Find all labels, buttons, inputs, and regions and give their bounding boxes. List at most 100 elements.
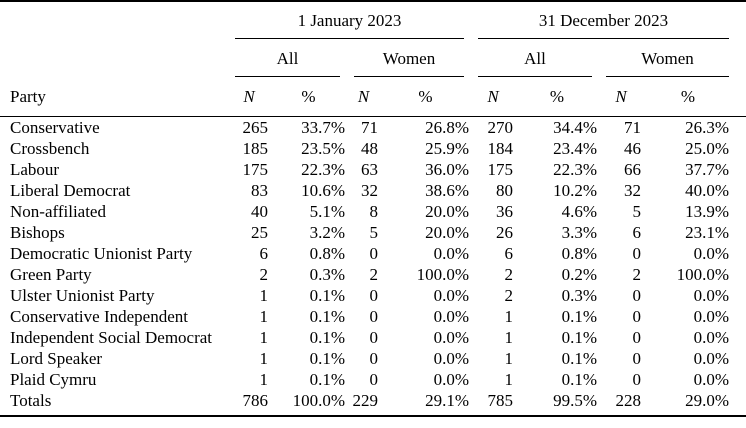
value-cell: 46 (624, 139, 641, 158)
value-cell: 185 (242, 139, 269, 158)
value-cell: 32 (361, 181, 378, 200)
value-cell: 20.0% (425, 223, 469, 242)
party-column-header: Party (0, 77, 228, 117)
value-cell: 0.1% (309, 370, 345, 389)
value-cell: 0.1% (561, 370, 597, 389)
value-cell: 265 (242, 118, 269, 137)
value-cell: 1 (504, 328, 514, 347)
party-cell: Independent Social Democrat (10, 328, 213, 347)
value-cell: 0.0% (693, 244, 730, 263)
value-cell: 0.0% (693, 370, 730, 389)
n-header-label: N (243, 86, 255, 106)
value-cell: 0 (632, 349, 642, 368)
value-cell: 0.1% (561, 328, 597, 347)
subgroup-dec-all: All (471, 39, 599, 77)
subgroup-row: All Women All Women (0, 39, 746, 77)
pct-column-header: % (643, 77, 746, 117)
value-cell: 0 (632, 370, 642, 389)
value-cell: 6 (259, 244, 269, 263)
table-row: Liberal Democrat 83 10.6% 32 38.6% 80 10… (0, 180, 746, 201)
value-cell: 8 (369, 202, 379, 221)
value-cell: 1 (504, 349, 514, 368)
value-cell: 184 (487, 139, 514, 158)
value-cell: 37.7% (685, 160, 730, 179)
value-cell: 0.1% (309, 307, 345, 326)
value-cell: 228 (615, 391, 642, 410)
table-row: Independent Social Democrat 1 0.1% 0 0.0… (0, 327, 746, 348)
value-cell: 786 (242, 391, 269, 410)
party-cell: Liberal Democrat (10, 181, 131, 200)
value-cell: 32 (624, 181, 641, 200)
party-cell: Crossbench (10, 139, 90, 158)
value-cell: 26.3% (685, 118, 730, 137)
table-row: Lord Speaker 1 0.1% 0 0.0% 1 0.1% 0 0.0% (0, 348, 746, 369)
value-cell: 0.0% (693, 349, 730, 368)
value-cell: 2 (632, 265, 642, 284)
n-header-label: N (357, 86, 370, 106)
value-cell: 48 (361, 139, 378, 158)
value-cell: 3.3% (561, 223, 597, 242)
table-row: Conservative Independent 1 0.1% 0 0.0% 1… (0, 306, 746, 327)
party-cell: Democratic Unionist Party (10, 244, 193, 263)
value-cell: 33.7% (301, 118, 345, 137)
value-cell: 71 (361, 118, 378, 137)
table-row: Ulster Unionist Party 1 0.1% 0 0.0% 2 0.… (0, 285, 746, 306)
table-row: Democratic Unionist Party 6 0.8% 0 0.0% … (0, 243, 746, 264)
value-cell: 0.0% (433, 370, 469, 389)
n-header-label: N (615, 86, 627, 106)
value-cell: 0.1% (561, 349, 597, 368)
table-row: Labour 175 22.3% 63 36.0% 175 22.3% 66 3… (0, 159, 746, 180)
value-cell: 1 (259, 349, 269, 368)
party-cell: Plaid Cymru (10, 370, 97, 389)
value-cell: 0 (369, 307, 379, 326)
subgroup-jan-all-label: All (235, 39, 340, 77)
date-group-december: 31 December 2023 (471, 1, 746, 39)
value-cell: 0.1% (309, 286, 345, 305)
value-cell: 10.2% (553, 181, 597, 200)
subgroup-dec-all-label: All (478, 39, 592, 77)
value-cell: 2 (259, 265, 269, 284)
value-cell: 34.4% (553, 118, 597, 137)
n-column-header: N (228, 77, 270, 117)
value-cell: 0 (632, 307, 642, 326)
value-cell: 0.1% (309, 349, 345, 368)
value-cell: 40 (251, 202, 268, 221)
column-header-row: Party N % N % N % N % (0, 77, 746, 117)
party-cell: Bishops (10, 223, 65, 242)
value-cell: 80 (496, 181, 513, 200)
party-cell: Conservative Independent (10, 307, 188, 326)
table-row: Totals 786 100.0% 229 29.1% 785 99.5% 22… (0, 390, 746, 416)
value-cell: 20.0% (425, 202, 469, 221)
value-cell: 36 (496, 202, 513, 221)
value-cell: 0 (369, 244, 379, 263)
value-cell: 2 (504, 286, 514, 305)
value-cell: 0.0% (693, 286, 730, 305)
subgroup-jan-women: Women (347, 39, 471, 77)
value-cell: 63 (361, 160, 378, 179)
value-cell: 5.1% (309, 202, 345, 221)
value-cell: 0.0% (693, 328, 730, 347)
pct-column-header: % (270, 77, 347, 117)
n-header-label: N (487, 86, 499, 106)
value-cell: 175 (242, 160, 269, 179)
value-cell: 23.5% (301, 139, 345, 158)
table-body: Conservative 265 33.7% 71 26.8% 270 34.4… (0, 117, 746, 417)
party-cell: Lord Speaker (10, 349, 103, 368)
value-cell: 2 (369, 265, 379, 284)
value-cell: 0.1% (561, 307, 597, 326)
table-header: 1 January 2023 31 December 2023 All Wome… (0, 1, 746, 117)
subgroup-jan-women-label: Women (354, 39, 464, 77)
value-cell: 4.6% (561, 202, 597, 221)
value-cell: 1 (259, 307, 269, 326)
pct-column-header: % (515, 77, 599, 117)
value-cell: 100.0% (416, 265, 469, 284)
value-cell: 29.1% (425, 391, 469, 410)
value-cell: 0.3% (561, 286, 597, 305)
value-cell: 99.5% (553, 391, 597, 410)
date-group-january-label: 1 January 2023 (235, 2, 464, 39)
spacer-cell (0, 1, 228, 39)
value-cell: 6 (632, 223, 642, 242)
value-cell: 5 (369, 223, 379, 242)
value-cell: 26.8% (425, 118, 469, 137)
value-cell: 83 (251, 181, 268, 200)
